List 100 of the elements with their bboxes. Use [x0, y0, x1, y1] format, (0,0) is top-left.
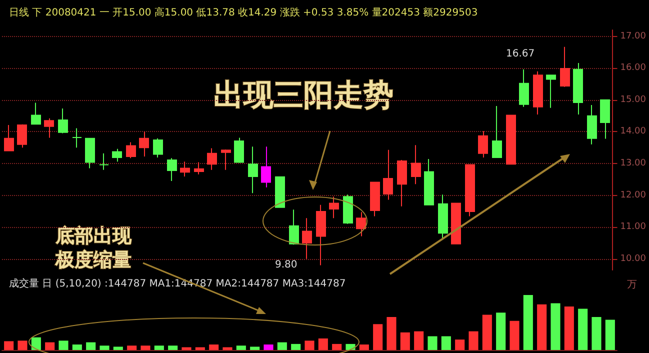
candlestick — [370, 182, 380, 217]
candlestick — [31, 102, 41, 125]
y-tick-label: 17.00 — [620, 31, 646, 42]
bar — [537, 304, 547, 350]
candlestick — [329, 196, 339, 219]
candlestick — [194, 162, 204, 175]
bar — [455, 340, 465, 350]
candlestick — [438, 194, 448, 240]
candlestick — [411, 144, 421, 185]
candlestick — [139, 131, 149, 158]
y-tick-label: 15.00 — [620, 94, 646, 105]
text: 万 — [627, 280, 637, 290]
y-tick-label: 10.00 — [620, 254, 646, 264]
bar — [154, 346, 164, 350]
bar — [428, 336, 438, 350]
bar — [564, 306, 574, 350]
candlestick — [180, 161, 190, 178]
candlestick — [289, 209, 299, 246]
candlestick — [4, 124, 14, 152]
bar — [4, 341, 14, 350]
candlestick — [167, 158, 177, 182]
bar — [195, 347, 205, 350]
bar — [332, 344, 342, 350]
candlestick — [72, 128, 82, 148]
bar — [127, 346, 137, 350]
bar — [209, 344, 219, 350]
bar — [140, 346, 150, 350]
bar — [550, 303, 560, 350]
candlestick — [492, 105, 502, 158]
candlestick — [248, 146, 258, 194]
candlestick — [478, 130, 488, 158]
candlestick — [465, 164, 475, 217]
candlestick — [560, 46, 570, 88]
bar — [72, 344, 82, 350]
candlestick — [153, 138, 163, 158]
candlestick — [383, 149, 393, 200]
bar — [496, 312, 506, 350]
candlestick — [112, 148, 122, 162]
bar — [236, 346, 246, 350]
bar — [18, 340, 28, 350]
bar — [605, 320, 615, 350]
bar — [318, 338, 328, 350]
candlestick — [546, 74, 556, 108]
annotation: 16.67 — [506, 48, 535, 60]
bar — [100, 346, 110, 350]
annotation: 底部出现 — [54, 225, 132, 247]
bar — [45, 342, 55, 350]
y-tick-label: 16.00 — [620, 63, 646, 74]
annotation: 极度缩量 — [54, 249, 132, 271]
bar — [414, 331, 424, 350]
bar — [441, 336, 451, 350]
bar — [182, 347, 192, 350]
candlestick — [600, 99, 610, 140]
bar — [31, 337, 41, 350]
bar — [277, 342, 287, 350]
candlestick — [533, 70, 543, 116]
bar — [58, 340, 68, 350]
candlestick — [221, 149, 231, 170]
bar — [578, 308, 588, 350]
candlestick — [302, 218, 312, 260]
bar — [359, 344, 369, 350]
candlestick — [44, 118, 54, 138]
bar — [168, 346, 178, 350]
bar — [482, 314, 492, 350]
candlestick — [451, 202, 461, 244]
bar — [592, 317, 602, 350]
candlestick — [316, 204, 326, 266]
candlestick — [506, 114, 516, 165]
candlestick — [58, 108, 68, 134]
bar — [510, 320, 520, 350]
candlestick — [126, 142, 136, 159]
candlestick — [99, 152, 109, 170]
candlestick — [234, 137, 244, 164]
bar — [523, 295, 533, 350]
bar — [264, 344, 274, 350]
candlestick — [343, 194, 353, 224]
y-tick-label: 11.00 — [620, 222, 646, 232]
candlestick — [519, 68, 529, 108]
candlestick — [587, 104, 597, 145]
chart-title: 日线 下 20080421 一 开15.00 高15.00 低13.78 收14.29 涨跌 +0.53 3.85% 量202453 额2929503 — [9, 6, 478, 18]
candlestick — [573, 62, 583, 116]
y-tick-label: 12.00 — [620, 190, 646, 200]
bar — [304, 340, 314, 350]
bar — [468, 331, 478, 350]
bar — [291, 344, 301, 350]
candlestick — [397, 160, 407, 207]
candlestick — [356, 212, 366, 237]
bar — [373, 324, 383, 350]
bar — [386, 317, 396, 350]
bar — [222, 347, 232, 350]
candlestick — [424, 158, 434, 206]
candlestick — [207, 148, 217, 170]
annotation: 出现三阳走势 — [214, 78, 394, 113]
candlestick — [275, 176, 285, 208]
bar — [250, 346, 260, 350]
y-tick-label: 13.00 — [620, 158, 646, 169]
candlestick — [85, 138, 95, 169]
candlestick — [261, 146, 271, 188]
bar — [86, 342, 96, 350]
bar — [400, 332, 410, 350]
